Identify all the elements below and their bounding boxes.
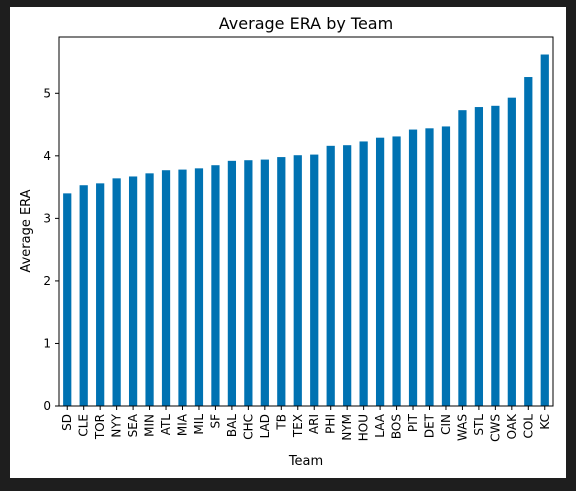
x-tick-label: WAS [455, 414, 469, 441]
x-axis-label: Team [288, 454, 323, 469]
x-axis: SD CLE TOR NYY SEA MIN ATL MIA MIL SF BAL CHC LAD TB T… [60, 406, 552, 442]
x-tick-label: STL [472, 414, 486, 436]
x-tick-label: ATL [159, 414, 173, 436]
x-tick-label: MIA [176, 413, 190, 436]
bar-tex [293, 155, 302, 406]
y-tick-label: 4 [43, 149, 51, 163]
x-tick-label: SF [208, 414, 222, 429]
x-tick-label: CLE [77, 414, 91, 437]
y-tick-label: 5 [43, 86, 51, 100]
x-tick-label: COL [521, 414, 535, 439]
chart-title: Average ERA by Team [219, 14, 393, 33]
bar-cle [79, 185, 88, 406]
bar-col [524, 77, 533, 406]
bar-pit [408, 129, 418, 406]
x-tick-label: PHI [324, 414, 338, 434]
bar-chart: Average ERA by Team 0 1 2 3 4 5 SD CLE TOR NYY SE… [19, 14, 554, 469]
bar-mia [178, 169, 187, 406]
bars-group [63, 54, 549, 407]
y-axis-label: Average ERA [19, 189, 34, 272]
bar-atl [161, 170, 171, 406]
bar-laa [375, 137, 385, 406]
bar-bal [227, 160, 237, 406]
bar-kc [540, 54, 549, 406]
bar-tor [96, 183, 105, 406]
y-tick-label: 2 [43, 274, 51, 288]
x-tick-label: DET [423, 413, 437, 438]
bar-cws [491, 105, 500, 407]
bar-nyy [112, 178, 121, 406]
bar-nym [343, 145, 352, 406]
x-tick-label: TB [274, 414, 288, 431]
bar-chc [244, 160, 253, 406]
x-tick-label: OAK [505, 413, 519, 439]
bar-mil [194, 168, 204, 406]
bar-hou [359, 141, 368, 406]
x-tick-label: ARI [307, 414, 321, 434]
bar-ari [310, 154, 319, 406]
x-tick-label: TEX [291, 414, 305, 438]
chart-figure: Average ERA by Team 0 1 2 3 4 5 SD CLE TOR NYY SE… [10, 7, 566, 478]
bar-min [145, 173, 154, 406]
bar-was [458, 110, 467, 407]
bar-sd [63, 193, 72, 406]
y-tick-label: 3 [43, 211, 51, 225]
bar-sea [128, 176, 138, 406]
x-tick-label: LAA [373, 413, 387, 438]
bar-lad [260, 159, 269, 406]
x-tick-label: NYY [110, 413, 124, 437]
y-tick-label: 0 [43, 399, 51, 413]
x-tick-label: BAL [225, 414, 239, 437]
x-tick-label: MIN [143, 414, 157, 437]
x-tick-label: NYM [340, 414, 354, 441]
x-tick-label: SEA [126, 413, 140, 437]
bar-cin [441, 126, 451, 406]
bar-stl [474, 107, 484, 407]
bar-oak [507, 97, 516, 407]
x-tick-label: TOR [93, 414, 107, 440]
x-tick-label: SD [60, 414, 74, 431]
x-tick-label: MIL [192, 414, 206, 435]
bar-phi [326, 145, 335, 406]
x-tick-label: PIT [406, 413, 420, 432]
x-tick-label: CHC [241, 414, 255, 440]
x-tick-label: CIN [439, 414, 453, 435]
y-axis: 0 1 2 3 4 5 [43, 86, 59, 413]
bar-tb [277, 157, 286, 406]
bar-det [425, 128, 434, 406]
x-tick-label: HOU [357, 414, 371, 441]
plot-frame [58, 36, 554, 407]
x-tick-label: BOS [390, 414, 404, 439]
x-tick-label: LAD [258, 414, 272, 438]
bar-sf [211, 165, 220, 406]
y-tick-label: 1 [43, 336, 51, 350]
x-tick-label: CWS [488, 414, 502, 442]
bar-bos [392, 136, 401, 406]
x-tick-label: KC [538, 414, 552, 430]
